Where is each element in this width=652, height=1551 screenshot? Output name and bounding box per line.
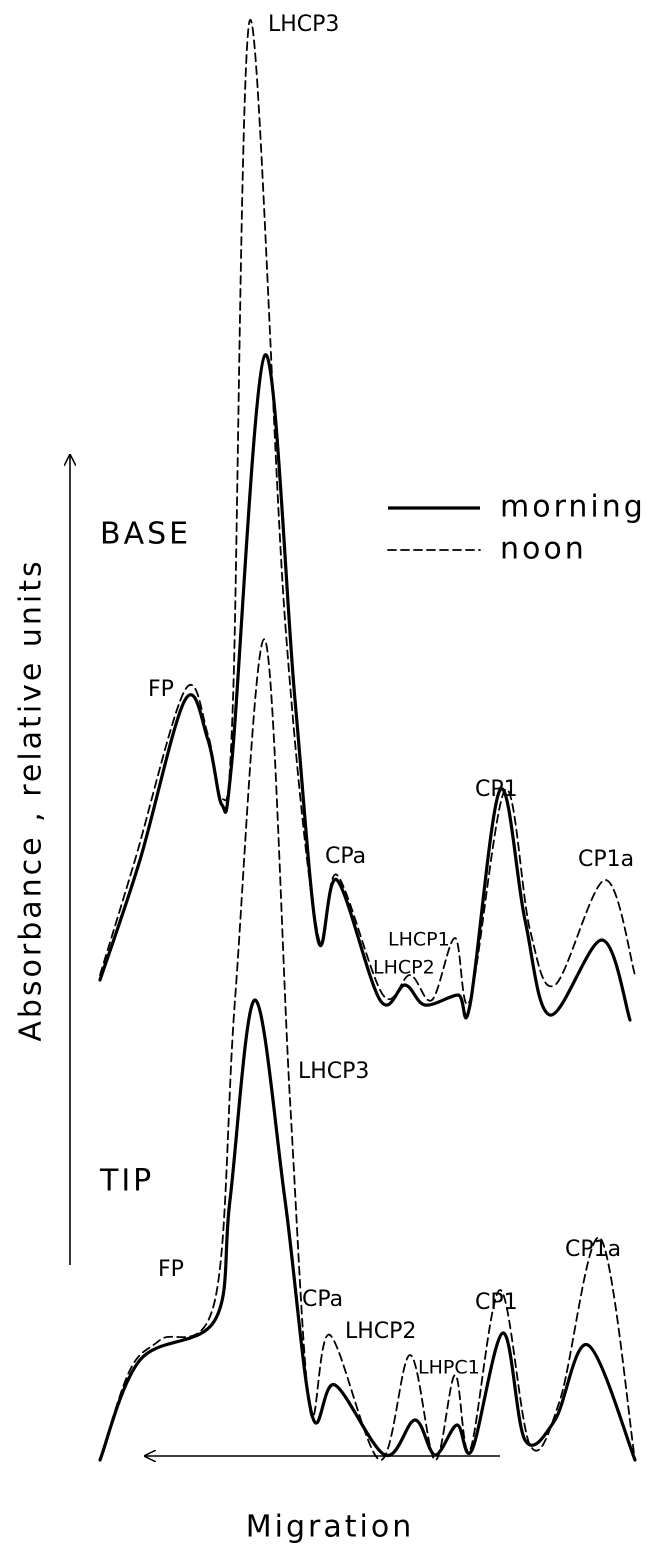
peak-label: LHCP3 [268, 12, 339, 37]
peak-label: CP1a [565, 1237, 621, 1262]
legend-label: morning [500, 490, 646, 525]
peak-label: FP [158, 1257, 184, 1282]
legend-label: noon [500, 532, 587, 567]
y-axis-label: Absorbance , relative units [14, 558, 49, 1041]
panel-label: TIP [99, 1164, 154, 1199]
peak-label: LHCP1 [388, 929, 450, 951]
peak-label: CP1 [475, 777, 518, 802]
peak-label: FP [148, 677, 174, 702]
peak-label: LHCP2 [345, 1319, 416, 1344]
tip-morning-trace [98, 998, 637, 1462]
peak-label: CP1a [578, 847, 634, 872]
panel-label: BASE [100, 517, 191, 552]
base-noon-trace [99, 19, 636, 1006]
peak-label: LHCP2 [373, 957, 435, 979]
base-morning-trace [98, 353, 632, 1022]
x-axis-label: Migration [246, 1510, 414, 1545]
peak-label: CP1 [475, 1290, 518, 1315]
peak-label: CPa [325, 844, 366, 869]
peak-label: CPa [302, 1287, 343, 1312]
peak-label: LHCP3 [298, 1059, 369, 1084]
peak-label: LHPC1 [418, 1357, 480, 1379]
